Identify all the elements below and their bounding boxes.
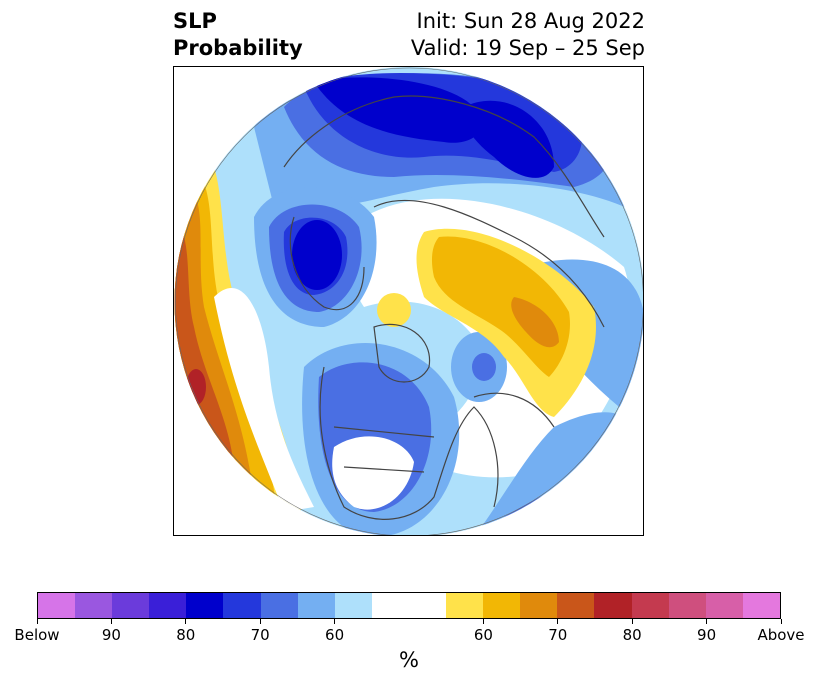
colorbar-tick bbox=[185, 619, 187, 624]
colorbar-tick-label: 60 bbox=[325, 626, 345, 644]
coastline-siberia bbox=[373, 199, 605, 328]
field-above-65-east bbox=[431, 236, 570, 377]
colorbar-segment bbox=[631, 593, 669, 618]
colorbar-segment bbox=[483, 593, 521, 618]
colorbar-tick-label: Below bbox=[14, 626, 60, 644]
field-below-75-north bbox=[314, 77, 483, 143]
polar-map bbox=[173, 66, 644, 536]
borders-na bbox=[333, 426, 435, 473]
colorbar-tick-label: 90 bbox=[697, 626, 717, 644]
coastline-north-america bbox=[319, 366, 499, 520]
colorbar-tick-label: 70 bbox=[250, 626, 270, 644]
colorbar-segment bbox=[112, 593, 150, 618]
field-below-75-ne bbox=[463, 100, 554, 178]
field-neutral-west bbox=[214, 287, 314, 512]
colorbar-tick bbox=[706, 619, 708, 624]
colorbar-segment bbox=[742, 593, 780, 618]
colorbar-tick-label: 80 bbox=[622, 626, 642, 644]
coastline-europe bbox=[289, 216, 365, 311]
field-below-75-west bbox=[292, 220, 342, 290]
colorbar-segment bbox=[334, 593, 372, 618]
coastline-greenland bbox=[373, 323, 431, 383]
colorbar-tick-label: 80 bbox=[176, 626, 196, 644]
field-above-70-east bbox=[511, 297, 559, 348]
colorbar-segment bbox=[668, 593, 706, 618]
title-line-1: SLP bbox=[173, 9, 217, 33]
colorbar-segment bbox=[297, 593, 335, 618]
colorbar-tick bbox=[557, 619, 559, 624]
colorbar-segment bbox=[75, 593, 113, 618]
colorbar-tick-label: 70 bbox=[548, 626, 568, 644]
map-canvas bbox=[174, 67, 643, 535]
valid-dates: Valid: 19 Sep – 25 Sep bbox=[410, 36, 645, 60]
colorbar-tick bbox=[780, 619, 782, 624]
colorbar-tick-label: 90 bbox=[101, 626, 121, 644]
field-below-65-arctic bbox=[472, 353, 496, 381]
colorbar-segment bbox=[371, 593, 447, 618]
colorbar-tick bbox=[36, 619, 38, 624]
colorbar-segment bbox=[186, 593, 224, 618]
forecast-dates: Init: Sun 28 Aug 2022 Valid: 19 Sep – 25… bbox=[411, 8, 645, 62]
colorbar-tick-label: Above bbox=[757, 626, 805, 644]
colorbar-tick-label: 60 bbox=[473, 626, 493, 644]
colorbar-segment bbox=[594, 593, 632, 618]
colorbar-tick bbox=[631, 619, 633, 624]
colorbar-segment bbox=[520, 593, 558, 618]
colorbar-segment bbox=[223, 593, 261, 618]
colorbar-segment bbox=[557, 593, 595, 618]
field-above-80-west bbox=[186, 369, 206, 405]
title-line-2: Probability bbox=[173, 36, 303, 60]
chart-title: SLP Probability bbox=[173, 8, 303, 62]
colorbar-tick bbox=[482, 619, 484, 624]
colorbar-unit: % bbox=[399, 648, 419, 672]
colorbar bbox=[37, 592, 781, 619]
colorbar-segment bbox=[149, 593, 187, 618]
map-boundary bbox=[175, 67, 643, 535]
colorbar-segment bbox=[38, 593, 76, 618]
coastline-eurasia bbox=[283, 95, 605, 238]
colorbar-tick bbox=[110, 619, 112, 624]
field-neutral-na bbox=[332, 436, 414, 510]
colorbar-segment bbox=[446, 593, 484, 618]
colorbar-segment bbox=[705, 593, 743, 618]
colorbar-segment bbox=[260, 593, 298, 618]
coastline-alaska bbox=[473, 392, 555, 428]
field-above-60-greenland bbox=[377, 293, 411, 327]
colorbar-tick bbox=[259, 619, 261, 624]
colorbar-tick bbox=[334, 619, 336, 624]
init-date: Init: Sun 28 Aug 2022 bbox=[416, 9, 645, 33]
